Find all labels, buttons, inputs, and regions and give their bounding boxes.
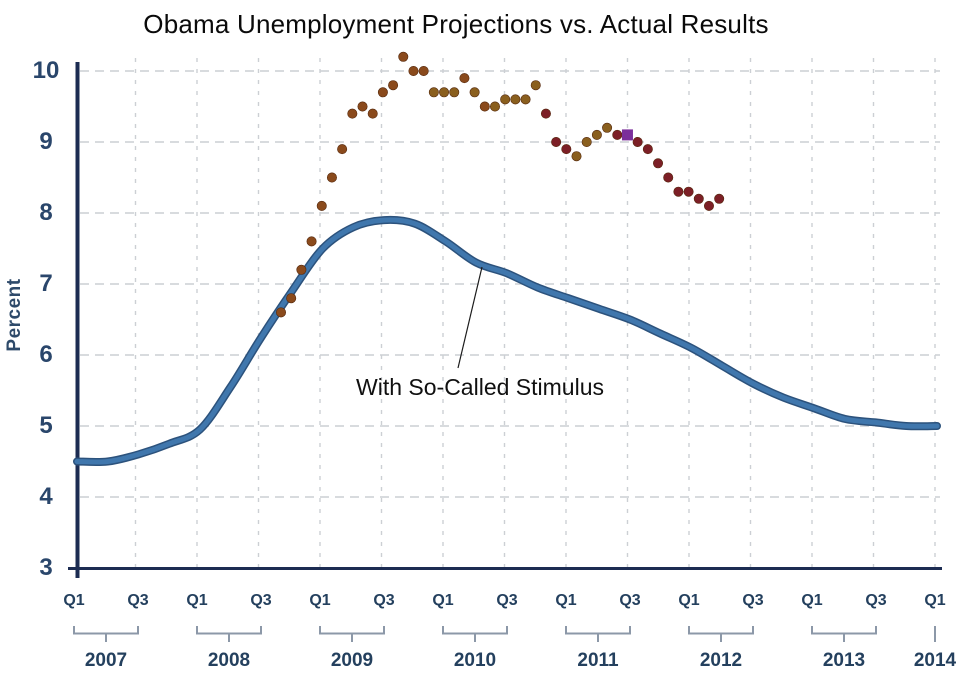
- x-quarter-label: Q3: [496, 592, 518, 609]
- x-quarter-label: Q1: [432, 592, 454, 609]
- year-bracket: [319, 626, 385, 642]
- actual-unemployment-dot-Dec-2008: [296, 264, 307, 275]
- actual-unemployment-dot-Oct-2009: [398, 51, 409, 62]
- actual-unemployment-dot-Oct-2010: [520, 94, 531, 105]
- actual-unemployment-dot-Feb-2012: [683, 186, 694, 197]
- actual-unemployment-dot-Jan-2011: [551, 137, 562, 148]
- actual-unemployment-dot-Feb-2010: [439, 87, 450, 98]
- actual-unemployment-dot-Oct-2008: [275, 307, 286, 318]
- x-quarter-label: Q1: [924, 592, 946, 609]
- actual-unemployment-dot-Sep-2009: [388, 80, 399, 91]
- actual-unemployment-dot-Dec-2011: [663, 172, 674, 183]
- y-tick-label: 4: [39, 483, 53, 510]
- actual-unemployment-dot-Aug-2010: [500, 94, 511, 105]
- actual-unemployment-dot-Apr-2009: [337, 144, 348, 155]
- actual-unemployment-dot-Jan-2012: [673, 186, 684, 197]
- actual-unemployment-dot-Jul-2011: [612, 129, 623, 140]
- actual-unemployment-dot-Jan-2009: [306, 236, 317, 247]
- x-quarter-label: Q1: [801, 592, 823, 609]
- x-quarter-label: Q3: [373, 592, 395, 609]
- actual-unemployment-dot-May-2011: [591, 129, 602, 140]
- actual-unemployment-dot-Jan-2010: [428, 87, 439, 98]
- actual-unemployment-dot-May-2009: [347, 108, 358, 119]
- actual-unemployment-dot-Jun-2011: [602, 122, 613, 133]
- year-label: 2009: [330, 650, 374, 671]
- actual-unemployment-dot-Jul-2009: [367, 108, 378, 119]
- x-quarter-label: Q3: [742, 592, 764, 609]
- actual-unemployment-dot-May-2010: [469, 87, 480, 98]
- actual-unemployment-dot-Apr-2010: [459, 73, 470, 84]
- actual-unemployment-dot-Nov-2008: [286, 293, 297, 304]
- annotation-callout-line: [457, 266, 483, 369]
- actual-unemployment-dot-Aug-2009: [377, 87, 388, 98]
- actual-unemployment-dot-Nov-2011: [653, 158, 664, 169]
- y-tick-label: 6: [39, 341, 53, 368]
- actual-unemployment-dot-Mar-2010: [449, 87, 460, 98]
- actual-unemployment-dot-May-2012: [714, 193, 725, 204]
- year-label: 2013: [822, 650, 866, 671]
- actual-unemployment-dot-Sep-2011: [632, 137, 643, 148]
- x-quarter-label: Q3: [619, 592, 641, 609]
- y-tick-label: 10: [32, 57, 60, 84]
- year-label: 2007: [84, 650, 128, 671]
- y-tick-label: 5: [39, 412, 53, 439]
- actual-unemployment-dot-Nov-2009: [408, 66, 419, 77]
- actual-unemployment-dot-Dec-2010: [540, 108, 551, 119]
- actual-unemployment-dot-Mar-2012: [693, 193, 704, 204]
- year-bracket: [688, 626, 754, 642]
- x-quarter-label: Q3: [250, 592, 272, 609]
- x-quarter-label: Q1: [186, 592, 208, 609]
- x-quarter-label: Q1: [63, 592, 85, 609]
- x-quarter-label: Q3: [127, 592, 149, 609]
- actual-unemployment-dot-Oct-2011: [642, 144, 653, 155]
- x-quarter-label: Q3: [865, 592, 887, 609]
- x-quarter-label: Q1: [555, 592, 577, 609]
- actual-unemployment-dot-Jul-2010: [489, 101, 500, 112]
- year-label: 2012: [699, 650, 743, 671]
- chart-title: Obama Unemployment Projections vs. Actua…: [143, 9, 769, 39]
- year-label: 2010: [453, 650, 497, 671]
- year-label: 2011: [577, 650, 619, 671]
- actual-unemployment-dot-Feb-2009: [316, 200, 327, 211]
- actual-unemployment-dot-Apr-2011: [581, 137, 592, 148]
- y-tick-label: 3: [39, 554, 53, 581]
- actual-unemployment-dot-Nov-2010: [530, 80, 541, 91]
- year-label: 2008: [207, 650, 251, 671]
- actual-unemployment-dot-Sep-2010: [510, 94, 521, 105]
- x-quarter-label: Q1: [678, 592, 700, 609]
- actual-unemployment-dot-Mar-2009: [326, 172, 337, 183]
- year-bracket: [196, 626, 262, 642]
- actual-unemployment-dot-Mar-2011: [571, 151, 582, 162]
- year-label: 2014: [913, 650, 957, 671]
- stimulus-line-annotation: With So-Called Stimulus: [356, 374, 604, 400]
- year-bracket: [442, 626, 508, 642]
- actual-unemployment-dot-Feb-2011: [561, 144, 572, 155]
- x-quarter-label: Q1: [309, 592, 331, 609]
- year-bracket: [811, 626, 877, 642]
- latest-actual-marker-Aug-2011: [621, 129, 633, 141]
- actual-unemployment-dot-Apr-2012: [703, 200, 714, 211]
- actual-unemployment-dot-Jun-2009: [357, 101, 368, 112]
- actual-unemployment-dot-Dec-2009: [418, 66, 429, 77]
- y-tick-label: 7: [39, 270, 53, 297]
- year-bracket: [73, 626, 139, 642]
- y-tick-label: 8: [39, 199, 53, 226]
- y-tick-label: 9: [39, 128, 53, 155]
- actual-unemployment-dot-Jun-2010: [479, 101, 490, 112]
- stimulus-projection-line: [74, 217, 940, 465]
- year-bracket: [565, 626, 631, 642]
